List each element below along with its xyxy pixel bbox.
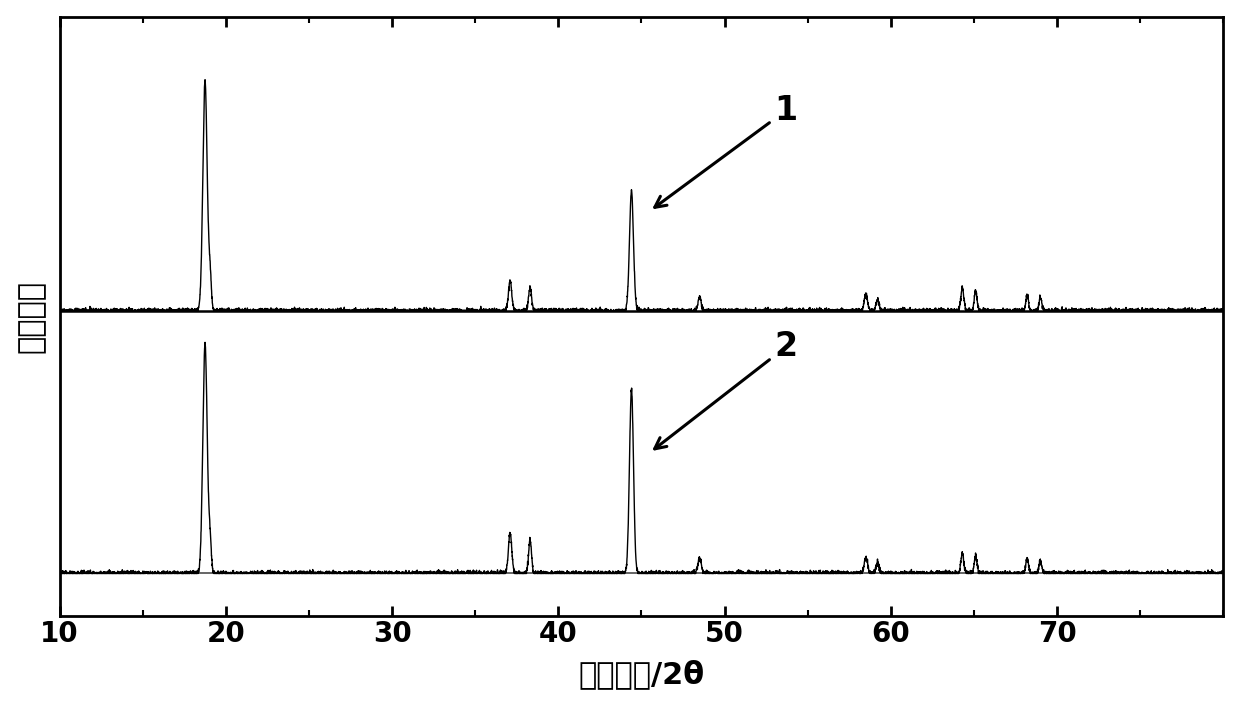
Text: 1: 1 (655, 94, 797, 208)
Y-axis label: 衍射强度: 衍射强度 (16, 280, 46, 352)
Text: 2: 2 (655, 330, 797, 449)
X-axis label: 衍射角度/2θ: 衍射角度/2θ (578, 659, 704, 689)
